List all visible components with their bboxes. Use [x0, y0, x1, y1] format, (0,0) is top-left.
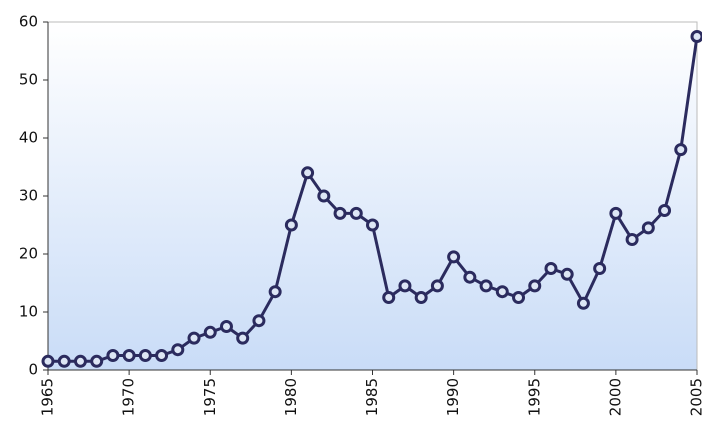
point: [495, 285, 509, 299]
point: [236, 331, 250, 345]
plot-area: [47, 21, 698, 371]
x-tick-label: 2000: [606, 378, 624, 416]
point: [187, 331, 201, 345]
point: [609, 206, 623, 220]
point: [203, 325, 217, 339]
point: [479, 279, 493, 293]
point: [430, 279, 444, 293]
x-tick-label: 1965: [39, 378, 57, 416]
point: [447, 250, 461, 264]
x-tick-label: 1985: [363, 378, 381, 416]
point: [544, 262, 558, 275]
y-tick-label: 30: [19, 187, 38, 205]
x-tick-label: 1995: [525, 378, 543, 416]
point: [576, 296, 590, 310]
point: [658, 204, 672, 217]
point: [641, 221, 655, 235]
x-tick-label: 1975: [201, 378, 219, 416]
point: [122, 349, 136, 362]
y-tick-label: 50: [19, 71, 38, 89]
point: [512, 291, 526, 304]
point: [349, 206, 363, 220]
point: [625, 233, 639, 246]
point: [463, 270, 477, 284]
y-tick-label: 40: [19, 129, 38, 147]
point: [674, 143, 688, 157]
x-tick-label: 1970: [120, 378, 138, 416]
point: [284, 218, 298, 232]
x-tick-label: 1990: [444, 378, 462, 416]
point: [268, 285, 282, 299]
point: [333, 206, 347, 220]
point: [219, 320, 233, 333]
point: [414, 291, 428, 304]
point: [301, 166, 315, 180]
y-tick-label: 10: [19, 303, 38, 321]
point: [41, 354, 55, 368]
point: [690, 30, 702, 43]
x-tick-label: 2005: [688, 378, 702, 416]
point: [106, 349, 120, 362]
point: [593, 262, 607, 275]
point: [155, 349, 169, 362]
y-tick-label: 20: [19, 245, 38, 263]
point: [252, 314, 266, 328]
point: [90, 354, 104, 368]
point: [317, 189, 331, 203]
y-tick-label: 60: [19, 13, 38, 31]
point: [138, 349, 152, 362]
point: [398, 279, 412, 293]
point: [171, 343, 185, 357]
point: [57, 354, 71, 368]
point: [382, 291, 396, 304]
point: [560, 267, 574, 281]
point: [73, 354, 87, 368]
point: [366, 218, 379, 232]
x-tick-label: 1980: [282, 378, 300, 416]
point: [528, 279, 542, 293]
y-tick-label: 0: [28, 361, 38, 379]
